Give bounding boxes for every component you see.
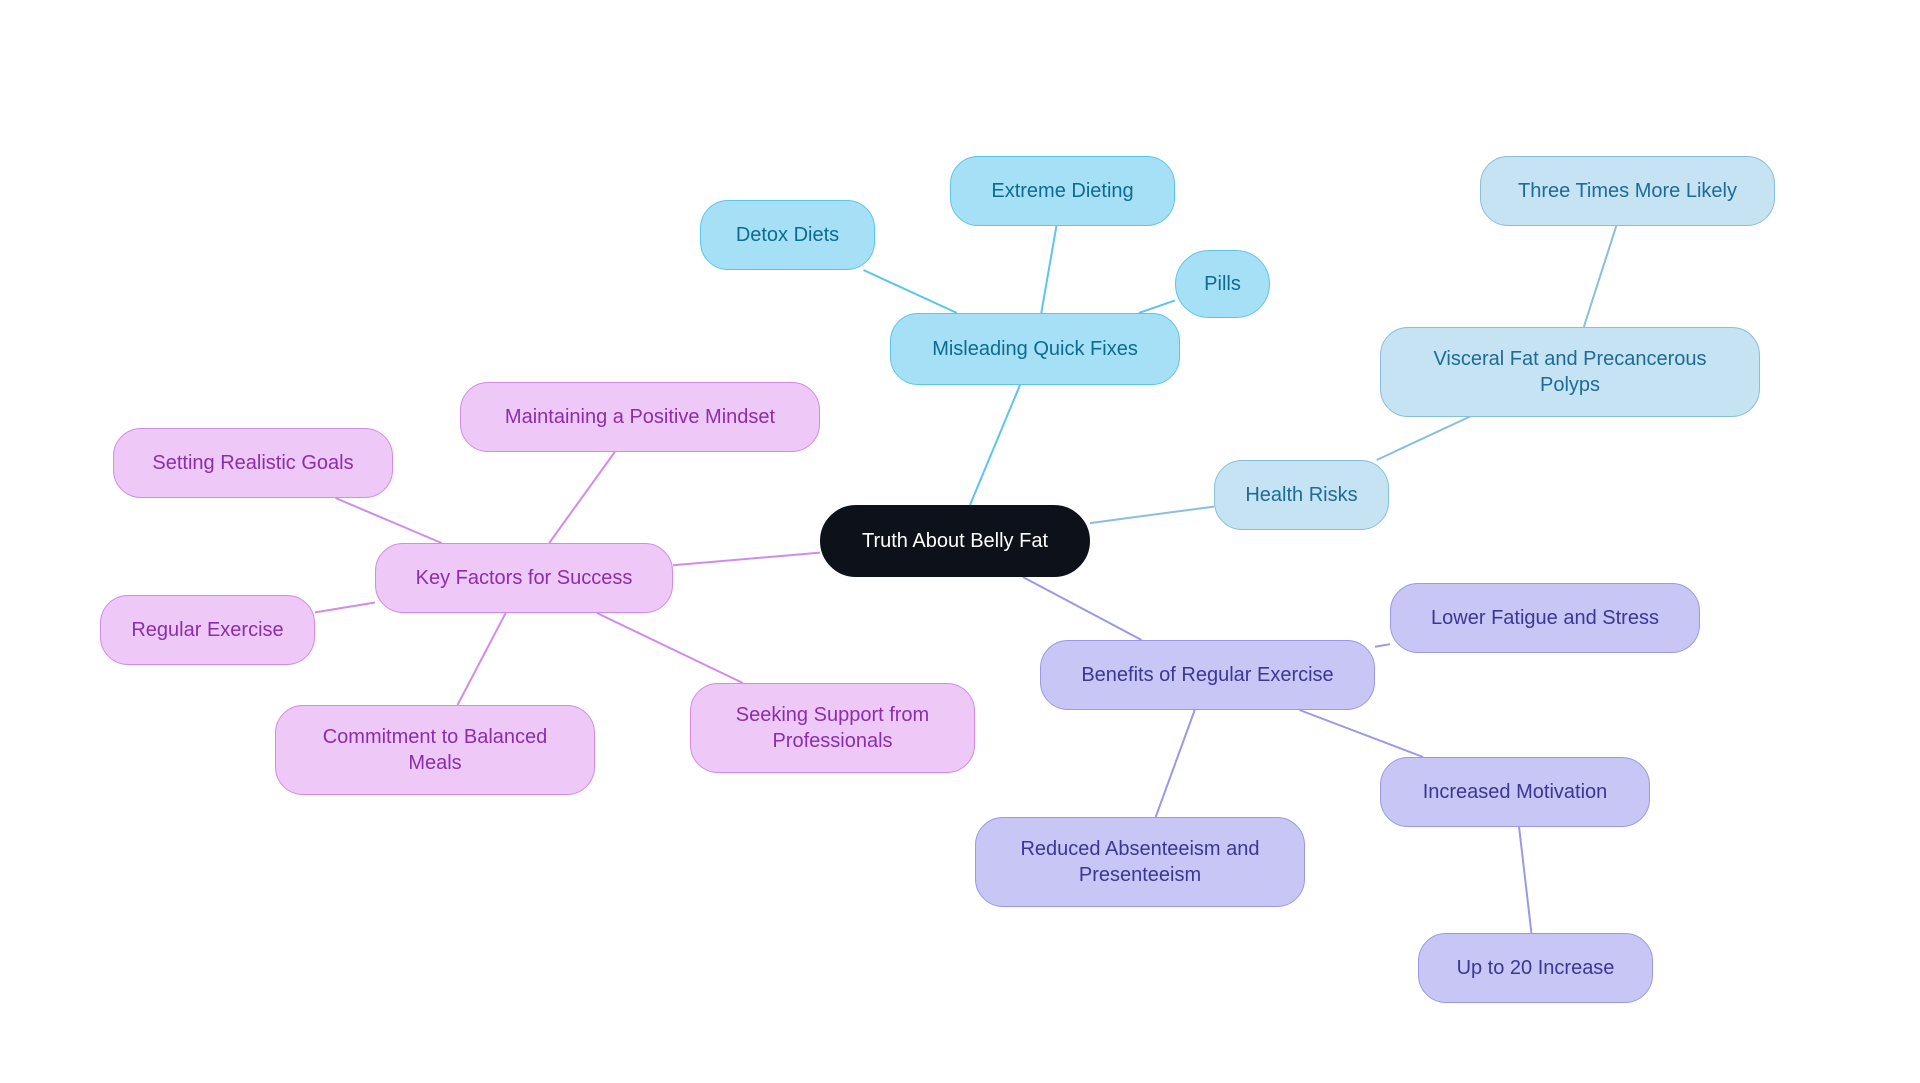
node-label: Visceral Fat and Precancerous Polyps	[1409, 346, 1731, 398]
node-label: Regular Exercise	[131, 617, 283, 643]
node-label: Seeking Support from Professionals	[719, 702, 946, 754]
node-realistic: Setting Realistic Goals	[113, 428, 393, 498]
node-label: Detox Diets	[736, 222, 839, 248]
node-visceral: Visceral Fat and Precancerous Polyps	[1380, 327, 1760, 417]
node-pills: Pills	[1175, 250, 1270, 318]
node-regexercise: Regular Exercise	[100, 595, 315, 665]
node-label: Pills	[1204, 271, 1241, 297]
node-label: Setting Realistic Goals	[152, 450, 353, 476]
node-support: Seeking Support from Professionals	[690, 683, 975, 773]
node-label: Benefits of Regular Exercise	[1081, 662, 1333, 688]
node-healthrisks: Health Risks	[1214, 460, 1389, 530]
node-label: Truth About Belly Fat	[862, 528, 1048, 554]
node-label: Reduced Absenteeism and Presenteeism	[1004, 836, 1276, 888]
node-quickfixes: Misleading Quick Fixes	[890, 313, 1180, 385]
node-upto20: Up to 20 Increase	[1418, 933, 1653, 1003]
node-label: Maintaining a Positive Mindset	[505, 404, 775, 430]
node-label: Misleading Quick Fixes	[932, 336, 1138, 362]
node-keyfactors: Key Factors for Success	[375, 543, 673, 613]
node-label: Commitment to Balanced Meals	[304, 724, 566, 776]
node-mindset: Maintaining a Positive Mindset	[460, 382, 820, 452]
node-detox: Detox Diets	[700, 200, 875, 270]
node-motivation: Increased Motivation	[1380, 757, 1650, 827]
node-benefits: Benefits of Regular Exercise	[1040, 640, 1375, 710]
node-balanced: Commitment to Balanced Meals	[275, 705, 595, 795]
node-label: Three Times More Likely	[1518, 178, 1737, 204]
node-label: Up to 20 Increase	[1457, 955, 1615, 981]
node-threex: Three Times More Likely	[1480, 156, 1775, 226]
node-center: Truth About Belly Fat	[820, 505, 1090, 577]
node-label: Increased Motivation	[1423, 779, 1608, 805]
node-label: Key Factors for Success	[416, 565, 633, 591]
node-label: Extreme Dieting	[991, 178, 1133, 204]
node-absent: Reduced Absenteeism and Presenteeism	[975, 817, 1305, 907]
node-label: Health Risks	[1245, 482, 1357, 508]
node-fatigue: Lower Fatigue and Stress	[1390, 583, 1700, 653]
node-label: Lower Fatigue and Stress	[1431, 605, 1659, 631]
node-extreme: Extreme Dieting	[950, 156, 1175, 226]
